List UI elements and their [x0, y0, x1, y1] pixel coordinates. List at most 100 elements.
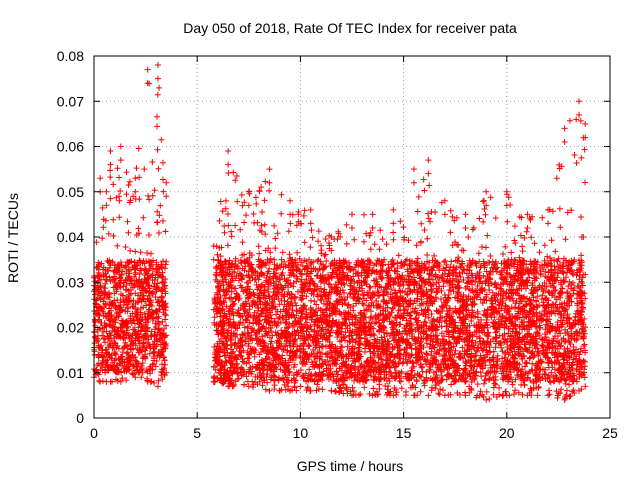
data-point — [111, 317, 118, 324]
data-point — [151, 348, 158, 355]
data-point — [99, 204, 106, 211]
data-point — [100, 273, 107, 280]
data-point — [117, 259, 124, 266]
data-point — [153, 343, 160, 350]
data-point — [116, 356, 123, 363]
data-point — [102, 357, 109, 364]
data-point — [122, 243, 129, 250]
data-point — [126, 354, 133, 361]
data-point — [211, 314, 218, 321]
data-point — [105, 267, 112, 274]
data-point — [159, 302, 166, 309]
data-point — [285, 228, 292, 235]
data-point — [95, 360, 102, 367]
data-point — [502, 243, 509, 250]
data-point — [119, 268, 126, 275]
data-point — [148, 261, 155, 268]
data-point — [107, 195, 114, 202]
data-point — [155, 377, 162, 384]
data-point — [134, 299, 141, 306]
data-point — [144, 249, 151, 256]
data-point — [92, 300, 99, 307]
data-point — [120, 329, 127, 336]
data-point — [159, 217, 166, 224]
data-point — [146, 80, 153, 87]
data-point — [146, 350, 153, 357]
data-point — [153, 358, 160, 365]
data-point — [116, 306, 123, 313]
data-point — [243, 373, 250, 380]
data-point — [130, 297, 137, 304]
data-point — [123, 365, 130, 372]
grid-lines — [94, 56, 610, 418]
data-point — [163, 258, 170, 265]
data-point — [511, 237, 518, 244]
data-point — [343, 221, 350, 228]
data-point — [123, 277, 130, 284]
data-point — [126, 280, 133, 287]
data-point — [146, 292, 153, 299]
data-point — [145, 315, 152, 322]
data-point — [118, 261, 125, 268]
data-point — [157, 352, 164, 359]
data-point — [124, 355, 131, 362]
data-point — [151, 332, 158, 339]
data-point — [158, 136, 165, 143]
data-point — [106, 321, 113, 328]
data-point — [110, 232, 117, 239]
data-point — [146, 196, 153, 203]
data-point — [114, 165, 121, 172]
data-point — [113, 267, 120, 274]
data-point — [256, 250, 263, 257]
data-point — [95, 290, 102, 297]
data-point — [160, 340, 167, 347]
data-point — [132, 248, 139, 255]
data-point — [102, 312, 109, 319]
data-point — [162, 288, 169, 295]
data-point — [159, 361, 166, 368]
data-point — [111, 335, 118, 342]
data-point — [228, 228, 235, 235]
data-point — [113, 313, 120, 320]
data-point — [145, 232, 152, 239]
data-point — [136, 369, 143, 376]
data-point — [145, 258, 152, 265]
data-point — [341, 289, 348, 296]
data-point — [130, 339, 137, 346]
data-point — [107, 167, 114, 174]
data-point — [106, 342, 113, 349]
data-point — [110, 300, 117, 307]
data-point — [111, 367, 118, 374]
data-point — [137, 318, 144, 325]
data-point — [98, 305, 105, 312]
data-point — [162, 361, 169, 368]
data-point — [115, 327, 122, 334]
data-point — [139, 260, 146, 267]
data-point — [133, 165, 140, 172]
data-point — [151, 379, 158, 386]
data-point — [130, 193, 137, 200]
data-point — [418, 220, 425, 227]
data-point — [542, 333, 549, 340]
data-point — [389, 305, 396, 312]
data-point — [135, 277, 142, 284]
data-point — [136, 257, 143, 264]
data-point — [217, 313, 224, 320]
data-point — [140, 334, 147, 341]
data-point — [577, 117, 584, 124]
data-point — [158, 294, 165, 301]
data-point — [137, 305, 144, 312]
data-point — [102, 369, 109, 376]
data-point — [128, 334, 135, 341]
data-point — [150, 257, 157, 264]
data-point — [105, 230, 112, 237]
data-point — [141, 166, 148, 173]
data-point — [384, 304, 391, 311]
data-point — [132, 305, 139, 312]
data-point — [112, 303, 119, 310]
data-point — [157, 272, 164, 279]
data-point — [126, 291, 133, 298]
data-point — [119, 328, 126, 335]
data-point — [159, 376, 166, 383]
